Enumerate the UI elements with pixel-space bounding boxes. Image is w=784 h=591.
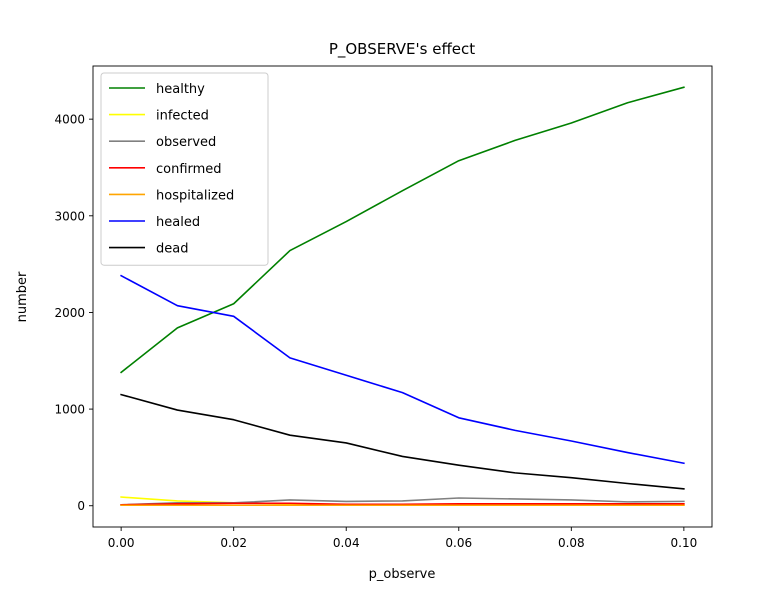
legend-box (100, 72, 269, 266)
legend-label-observed: observed (156, 135, 216, 150)
x-tick-label: 0.02 (220, 536, 247, 550)
plot-area: 0.00 0.02 0.04 0.06 0.08 0.10 0 1000 2000 3000 400… (54, 65, 713, 550)
x-tick-label: 0.10 (671, 536, 698, 550)
y-tick-label: 3000 (54, 209, 85, 223)
series-line-healed (120, 274, 685, 465)
legend-label-confirmed: confirmed (156, 162, 222, 177)
series-group (120, 86, 685, 507)
legend: healthy infected observed confirmed hospital… (100, 72, 269, 266)
y-tick-label: 4000 (54, 113, 85, 127)
legend-label-infected: infected (156, 109, 209, 124)
y-tick-label: 2000 (54, 306, 85, 320)
x-axis-label: p_observe (369, 567, 436, 582)
y-axis-label: number (15, 271, 30, 322)
x-axis-ticks: 0.00 0.02 0.04 0.06 0.08 0.10 (108, 527, 697, 550)
chart-title: P_OBSERVE's effect (329, 40, 475, 59)
x-tick-label: 0.08 (558, 536, 585, 550)
x-tick-label: 0.06 (445, 536, 472, 550)
series-line-dead (120, 393, 685, 490)
axes-frame (92, 65, 713, 528)
y-tick-label: 0 (77, 499, 85, 513)
x-tick-label: 0.00 (108, 536, 135, 550)
x-tick-label: 0.04 (333, 536, 360, 550)
y-axis-ticks: 0 1000 2000 3000 4000 (54, 113, 93, 513)
legend-label-healthy: healthy (156, 82, 205, 97)
series-line-healthy (120, 86, 685, 374)
legend-label-healed: healed (156, 215, 200, 230)
legend-label-dead: dead (156, 242, 188, 257)
y-tick-label: 1000 (54, 403, 85, 417)
legend-label-hospitalized: hospitalized (156, 188, 234, 203)
series-line-confirmed (120, 502, 685, 506)
